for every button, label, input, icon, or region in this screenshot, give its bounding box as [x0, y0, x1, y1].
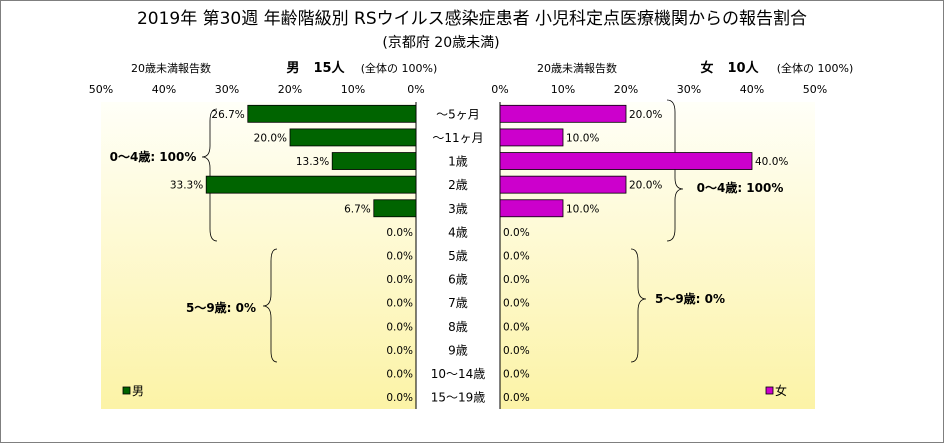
- male-data-label: 26.7%: [211, 109, 244, 121]
- category-label: 6歳: [448, 273, 468, 287]
- female-data-label: 20.0%: [629, 109, 662, 121]
- male-data-label: 0.0%: [386, 227, 413, 239]
- female-legend-swatch: [765, 386, 774, 395]
- category-label: 10～14歳: [431, 367, 486, 381]
- male-x-tick: 30%: [215, 83, 239, 96]
- male-group-label-0-4: 0～4歳: 100%: [110, 149, 197, 164]
- category-label: 8歳: [448, 320, 468, 334]
- female-bracket-0-4: [666, 99, 684, 242]
- female-group-label-0-4: 0～4歳: 100%: [697, 180, 784, 195]
- male-data-label: 0.0%: [386, 345, 413, 357]
- category-label: 2歳: [448, 178, 468, 192]
- female-x-tick: 0%: [491, 83, 508, 96]
- female-data-label: 0.0%: [503, 274, 530, 286]
- female-count-label: 20歳未満報告数: [537, 62, 617, 75]
- female-data-label: 0.0%: [503, 321, 530, 333]
- category-label: ～5ヶ月: [436, 107, 480, 121]
- male-sex-label: 男: [286, 61, 299, 76]
- female-data-label: 0.0%: [503, 251, 530, 263]
- female-legend-label: 女: [775, 383, 787, 398]
- male-bracket-0-4: [201, 108, 218, 242]
- male-data-label: 0.0%: [386, 298, 413, 310]
- female-data-label: 10.0%: [566, 203, 599, 215]
- male-x-tick: 50%: [89, 83, 113, 96]
- female-bar: [499, 152, 753, 170]
- chart-subtitle: (京都府 20歳未満): [382, 35, 499, 51]
- female-x-tick: 10%: [551, 83, 575, 96]
- female-plot-area: [500, 102, 815, 409]
- female-data-label: 0.0%: [503, 298, 530, 310]
- male-data-label: 13.3%: [296, 156, 329, 168]
- male-x-tick: 40%: [152, 83, 176, 96]
- male-bracket-5-9: [262, 248, 278, 363]
- female-group-label-5-9: 5～9歳: 0%: [655, 291, 725, 306]
- female-data-label: 0.0%: [503, 227, 530, 239]
- category-label: 4歳: [448, 225, 468, 239]
- female-data-label: 0.0%: [503, 345, 530, 357]
- male-plot-area: [101, 102, 416, 409]
- male-data-label: 0.0%: [386, 369, 413, 381]
- category-label: 9歳: [448, 343, 468, 357]
- category-label: 7歳: [448, 296, 468, 310]
- female-bracket-5-9: [630, 248, 647, 363]
- category-label: ～11ヶ月: [432, 131, 483, 145]
- female-sex-label: 女: [700, 60, 713, 76]
- male-data-label: 0.0%: [386, 321, 413, 333]
- category-label: 5歳: [448, 249, 468, 263]
- male-group-label-5-9: 5～9歳: 0%: [186, 300, 256, 315]
- male-x-tick: 0%: [407, 83, 424, 96]
- female-data-label: 0.0%: [503, 369, 530, 381]
- female-x-tick: 50%: [803, 83, 827, 96]
- female-data-label: 20.0%: [629, 180, 662, 192]
- female-bar: [499, 104, 627, 123]
- male-x-tick: 10%: [341, 83, 365, 96]
- category-label: 3歳: [448, 202, 468, 216]
- male-data-label: 6.7%: [344, 203, 371, 215]
- female-x-tick: 40%: [740, 83, 764, 96]
- male-data-label: 0.0%: [386, 251, 413, 263]
- category-label: 15～19歳: [431, 391, 486, 405]
- male-bar: [331, 152, 417, 170]
- male-bar: [205, 175, 417, 194]
- female-count-value: 10人: [727, 60, 759, 76]
- female-total-note: (全体の 100%): [777, 61, 854, 75]
- male-bar: [247, 104, 417, 123]
- male-total-note: (全体の 100%): [361, 61, 438, 75]
- female-bar: [499, 199, 564, 218]
- female-x-tick: 30%: [677, 83, 701, 96]
- male-bar: [373, 199, 417, 218]
- female-data-label: 0.0%: [503, 392, 530, 404]
- female-data-label: 10.0%: [566, 132, 599, 144]
- female-data-label: 40.0%: [755, 156, 788, 168]
- female-x-tick: 20%: [614, 83, 638, 96]
- male-legend-label: 男: [132, 384, 144, 398]
- male-x-tick: 20%: [278, 83, 302, 96]
- female-bar: [499, 128, 564, 147]
- male-bar: [289, 128, 417, 147]
- male-data-label: 33.3%: [170, 180, 203, 192]
- male-count-value: 15人: [313, 60, 345, 76]
- male-data-label: 20.0%: [254, 132, 287, 144]
- category-label: 1歳: [448, 155, 468, 169]
- chart-title: 2019年 第30週 年齢階級別 RSウイルス感染症患者 小児科定点医療機関から…: [137, 9, 807, 29]
- chart-marks: 50% 40% 30% 20% 10% 0% 0% 10% 20% 30% 40% 50% ～5ヶ月 26…: [89, 83, 827, 405]
- male-data-label: 0.0%: [386, 392, 413, 404]
- male-data-label: 0.0%: [386, 274, 413, 286]
- female-bar: [499, 175, 627, 194]
- male-count-label: 20歳未満報告数: [131, 62, 211, 75]
- male-legend-swatch: [122, 386, 131, 395]
